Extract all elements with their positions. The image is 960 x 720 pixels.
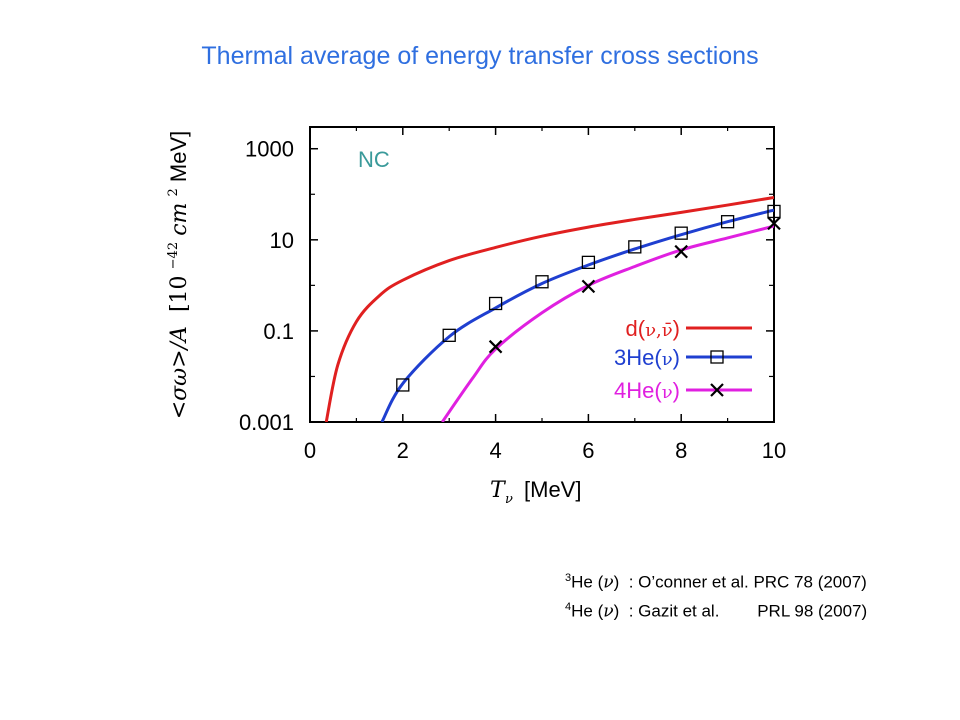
labels-layer: 0 2 4 6 8 10 1000 10 0.1 0.001 (239, 137, 786, 463)
reference-4he: 4He (ν) : Gazit et al. PRL 98 (2007) (565, 601, 867, 622)
legend-swatch-square (710, 350, 724, 364)
marker-layer (396, 204, 781, 392)
series-line (441, 224, 774, 422)
x-tick-label: 8 (675, 438, 687, 463)
legend-label: 3He(ν) (614, 345, 680, 370)
cross-stroke (674, 244, 688, 259)
data-point-square (767, 204, 781, 219)
x-tick-label: 4 (489, 438, 501, 463)
reference-3he-mass: 3 (565, 572, 572, 584)
x-tick-label: 10 (762, 438, 786, 463)
y-axis-unit-exp: −42 (166, 242, 181, 269)
data-point-square (488, 296, 503, 311)
data-point-square (442, 328, 456, 342)
reference-4he-nucleus: He ( (571, 601, 604, 621)
legend: d(ν,ν̄)3He(ν)4He(ν) (614, 316, 752, 403)
cross-stroke (581, 279, 596, 294)
data-point-square (581, 255, 596, 270)
reference-4he-close: ) (613, 601, 620, 621)
legend-label-symbol: ν,ν̄ (645, 320, 673, 341)
data-point-square (628, 240, 642, 254)
x-axis-unit: [MeV] (524, 477, 581, 502)
reference-4he-text: : Gazit et al. PRL 98 (2007) (628, 601, 868, 621)
reference-4he-mass: 4 (565, 601, 572, 613)
y-axis-symbol: <σω>/A (167, 326, 192, 419)
y-axis-unit-end: MeV] (166, 131, 191, 182)
data-point-cross (581, 279, 596, 294)
reference-3he-nucleus: He ( (571, 572, 604, 592)
data-point-cross (767, 216, 781, 231)
reference-3he: 3He (ν) : O’conner et al. PRC 78 (2007) (565, 572, 867, 593)
svg-text:<σω>/A [10 −42: <σω>/A [10 −42 cm 2 MeV] (157, 131, 192, 420)
cross-stroke (488, 339, 503, 354)
data-point-square (720, 215, 735, 229)
legend-label: d(ν,ν̄) (626, 316, 681, 341)
legend-label-main: 4He( (614, 378, 662, 403)
y-tick-label: 0.001 (239, 410, 294, 435)
data-point-square (396, 378, 410, 392)
slide-title: Thermal average of energy transfer cross… (201, 42, 759, 70)
data-point-cross (488, 339, 503, 354)
x-axis-subscript: ν (505, 492, 513, 507)
y-tick-label: 1000 (245, 137, 294, 162)
reference-3he-nu: ν (603, 572, 614, 593)
panel-label: NC (358, 147, 390, 172)
x-tick-label: 6 (582, 438, 594, 463)
reference-4he-nu: ν (603, 601, 614, 622)
legend-label-main: 3He( (614, 345, 662, 370)
legend-label-main: d( (626, 316, 646, 341)
legend-label-tail: ) (673, 378, 680, 403)
axis-ticks (309, 127, 775, 423)
y-axis-unit-exp2: 2 (166, 188, 181, 196)
series-line (324, 196, 774, 422)
y-tick-label: 10 (270, 228, 294, 253)
legend-swatch-cross (710, 383, 724, 397)
data-point-square (674, 226, 688, 240)
data-point-cross (674, 244, 688, 259)
y-axis-unit-base: [10 (167, 275, 192, 312)
legend-label-symbol: ν (662, 382, 673, 403)
y-tick-label: 0.1 (263, 319, 294, 344)
x-tick-label: 2 (397, 438, 409, 463)
y-axis-unit-mid: cm (167, 203, 192, 236)
series-line (380, 208, 774, 422)
reference-3he-close: ) (613, 572, 620, 592)
y-axis-label: <σω>/A [10 −42 cm 2 MeV] (157, 131, 192, 420)
x-axis-symbol: T (490, 478, 507, 503)
series-layer (324, 196, 774, 422)
legend-label-symbol: ν (662, 349, 673, 370)
legend-label: 4He(ν) (614, 378, 680, 403)
data-point-square (535, 275, 549, 289)
reference-3he-text: : O’conner et al. PRC 78 (2007) (628, 572, 867, 592)
cross-stroke (767, 216, 781, 231)
x-tick-label: 0 (304, 438, 316, 463)
legend-label-tail: ) (673, 345, 680, 370)
legend-label-tail: ) (673, 316, 680, 341)
x-axis-label: T ν [MeV] (490, 477, 581, 507)
